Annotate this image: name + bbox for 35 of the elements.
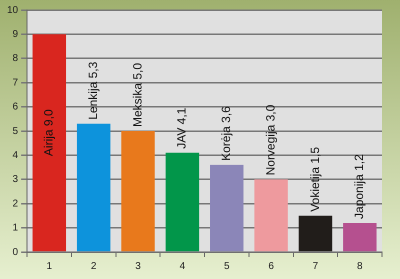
data-label: Norvegija 3,0 <box>263 104 278 176</box>
x-tick-label: 6 <box>268 260 274 272</box>
y-tick-label: 0 <box>12 246 19 258</box>
y-tick-label: 8 <box>12 53 19 64</box>
x-tick-label: 7 <box>312 260 319 272</box>
bar <box>254 179 288 252</box>
bar <box>76 124 110 252</box>
bar <box>210 164 244 252</box>
y-tick-label: 10 <box>7 4 19 16</box>
y-tick-label: 2 <box>12 198 19 210</box>
x-tick-label: 8 <box>357 260 364 272</box>
bar <box>166 152 200 252</box>
data-label: Meksika 5,0 <box>130 62 144 127</box>
data-label: Korėja 3,6 <box>219 106 234 161</box>
y-tick-label: 7 <box>12 77 19 88</box>
x-tick-label: 5 <box>224 260 230 272</box>
bar <box>343 222 377 252</box>
bar <box>298 216 332 252</box>
data-label: Japonija 1,2 <box>352 154 366 219</box>
x-tick-label: 2 <box>90 260 97 272</box>
bar <box>32 34 66 252</box>
y-tick-label: 1 <box>12 222 19 234</box>
x-tick-label: 1 <box>46 260 53 272</box>
data-label: Vokietija 1,5 <box>308 146 322 212</box>
y-tick-label: 3 <box>12 174 19 186</box>
data-label: JAV 4,1 <box>174 107 189 149</box>
bar <box>121 131 155 252</box>
x-tick-label: 4 <box>180 260 186 272</box>
data-label: Lenkija 5,3 <box>86 61 100 120</box>
y-tick-label: 4 <box>12 150 19 161</box>
x-tick-label: 3 <box>135 260 142 272</box>
y-tick-label: 9 <box>12 28 19 40</box>
y-tick-label: 5 <box>12 126 19 137</box>
data-label: Airija 9,0 <box>42 109 56 156</box>
y-tick-label: 6 <box>12 102 19 113</box>
